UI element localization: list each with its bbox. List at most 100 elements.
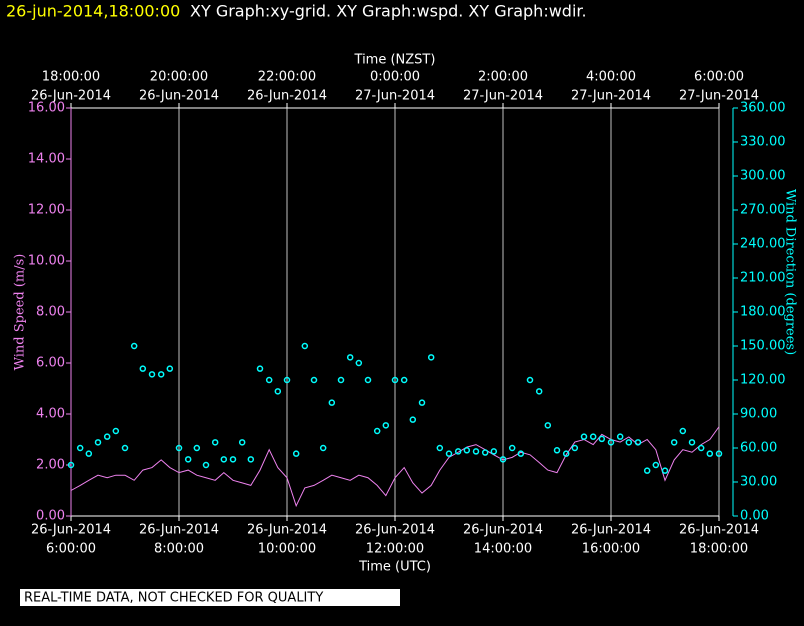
direction-point [625,439,633,446]
y2-tick-label: 360.00 [740,101,786,116]
x2-tick-date: 27-Jun-2014 [679,89,759,104]
direction-point [481,449,489,456]
direction-point [319,444,327,452]
x2-tick-label: 6:00:00 [694,70,744,85]
direction-point [688,439,696,446]
direction-point [310,376,318,384]
y-tick-label: 2.00 [36,458,65,473]
direction-point [526,376,534,384]
x2-tick-label: 20:00:00 [150,70,208,85]
direction-point [274,388,282,395]
x-tick-label: 14:00:00 [474,542,532,557]
direction-point [112,427,120,435]
y2-tick-label: 180.00 [740,305,786,320]
x-tick-label: 10:00:00 [258,542,316,557]
x2-axis-label: Time (NZST) [354,53,436,68]
direction-point [409,416,417,423]
direction-point [544,422,552,429]
direction-point [553,447,561,454]
direction-point [355,359,363,367]
direction-point [247,456,255,463]
direction-point [517,450,525,457]
y-tick-label: 6.00 [36,356,65,371]
x-tick-date: 26-Jun-2014 [679,523,759,538]
direction-point [103,433,111,440]
y2-tick-label: 0.00 [740,509,769,524]
direction-point [238,439,246,446]
direction-point [229,456,237,463]
direction-point [499,456,507,463]
y2-tick-label: 240.00 [740,237,786,252]
direction-point [175,444,183,452]
x2-tick-date: 26-Jun-2014 [247,89,327,104]
y2-tick-label: 120.00 [740,373,786,388]
chart-title: 26-jun-2014,18:00:00 [6,2,180,21]
direction-point [346,354,354,361]
direction-point [139,365,147,372]
direction-point [562,450,570,457]
y2-tick-label: 210.00 [740,271,786,286]
y-tick-label: 10.00 [28,254,65,269]
direction-point [643,467,651,474]
note: REAL-TIME DATA, NOT CHECKED FOR QUALITY [24,591,323,606]
direction-point [508,444,516,452]
direction-point [580,433,588,440]
direction-point [391,376,399,384]
direction-point [616,433,624,440]
direction-point [148,371,156,378]
direction-point [670,439,678,446]
y2-axis-label: Wind Direction (degrees) [783,189,798,355]
direction-point [400,376,408,384]
x-tick-label: 16:00:00 [582,542,640,557]
direction-point [679,427,687,435]
direction-point [256,365,264,372]
x2-tick-date: 26-Jun-2014 [31,89,111,104]
direction-point [454,448,462,455]
direction-point [220,456,228,463]
x-tick-label: 6:00:00 [46,542,96,557]
direction-point [76,444,84,452]
x-tick-label: 12:00:00 [366,542,424,557]
direction-point [535,388,543,395]
direction-point [715,450,723,457]
direction-point [652,461,660,469]
direction-point [157,371,165,378]
x2-tick-label: 2:00:00 [478,70,528,85]
direction-point [85,450,93,457]
x-tick-date: 26-Jun-2014 [355,523,435,538]
y2-tick-label: 60.00 [740,441,777,456]
direction-point [337,376,345,384]
y2-tick-label: 90.00 [740,407,777,422]
direction-point [445,450,453,457]
direction-point [706,450,714,457]
direction-point [166,365,174,372]
x-tick-date: 26-Jun-2014 [31,523,111,538]
y2-tick-label: 150.00 [740,339,786,354]
direction-point [418,399,426,406]
direction-point [121,444,129,452]
x-tick-date: 26-Jun-2014 [247,523,327,538]
x-axis-label: Time (UTC) [358,560,431,575]
x-tick-date: 26-Jun-2014 [139,523,219,538]
y2-tick-label: 300.00 [740,169,786,184]
y-tick-label: 14.00 [28,152,65,167]
direction-point [373,427,381,435]
x2-tick-label: 4:00:00 [586,70,636,85]
note-box [20,589,400,606]
y2-tick-label: 30.00 [740,475,777,490]
y2-tick-label: 330.00 [740,135,786,150]
direction-point [607,439,615,446]
x-tick-label: 8:00:00 [154,542,204,557]
y-tick-label: 4.00 [36,407,65,422]
direction-point [301,342,309,350]
direction-point [328,399,336,406]
direction-point [463,447,471,454]
direction-point [211,439,219,446]
direction-point [490,448,498,455]
x2-tick-label: 22:00:00 [258,70,316,85]
y-tick-label: 8.00 [36,305,65,320]
direction-point [202,461,210,469]
chart-subtitle: XY Graph:xy-grid. XY Graph:wspd. XY Grap… [190,2,587,21]
